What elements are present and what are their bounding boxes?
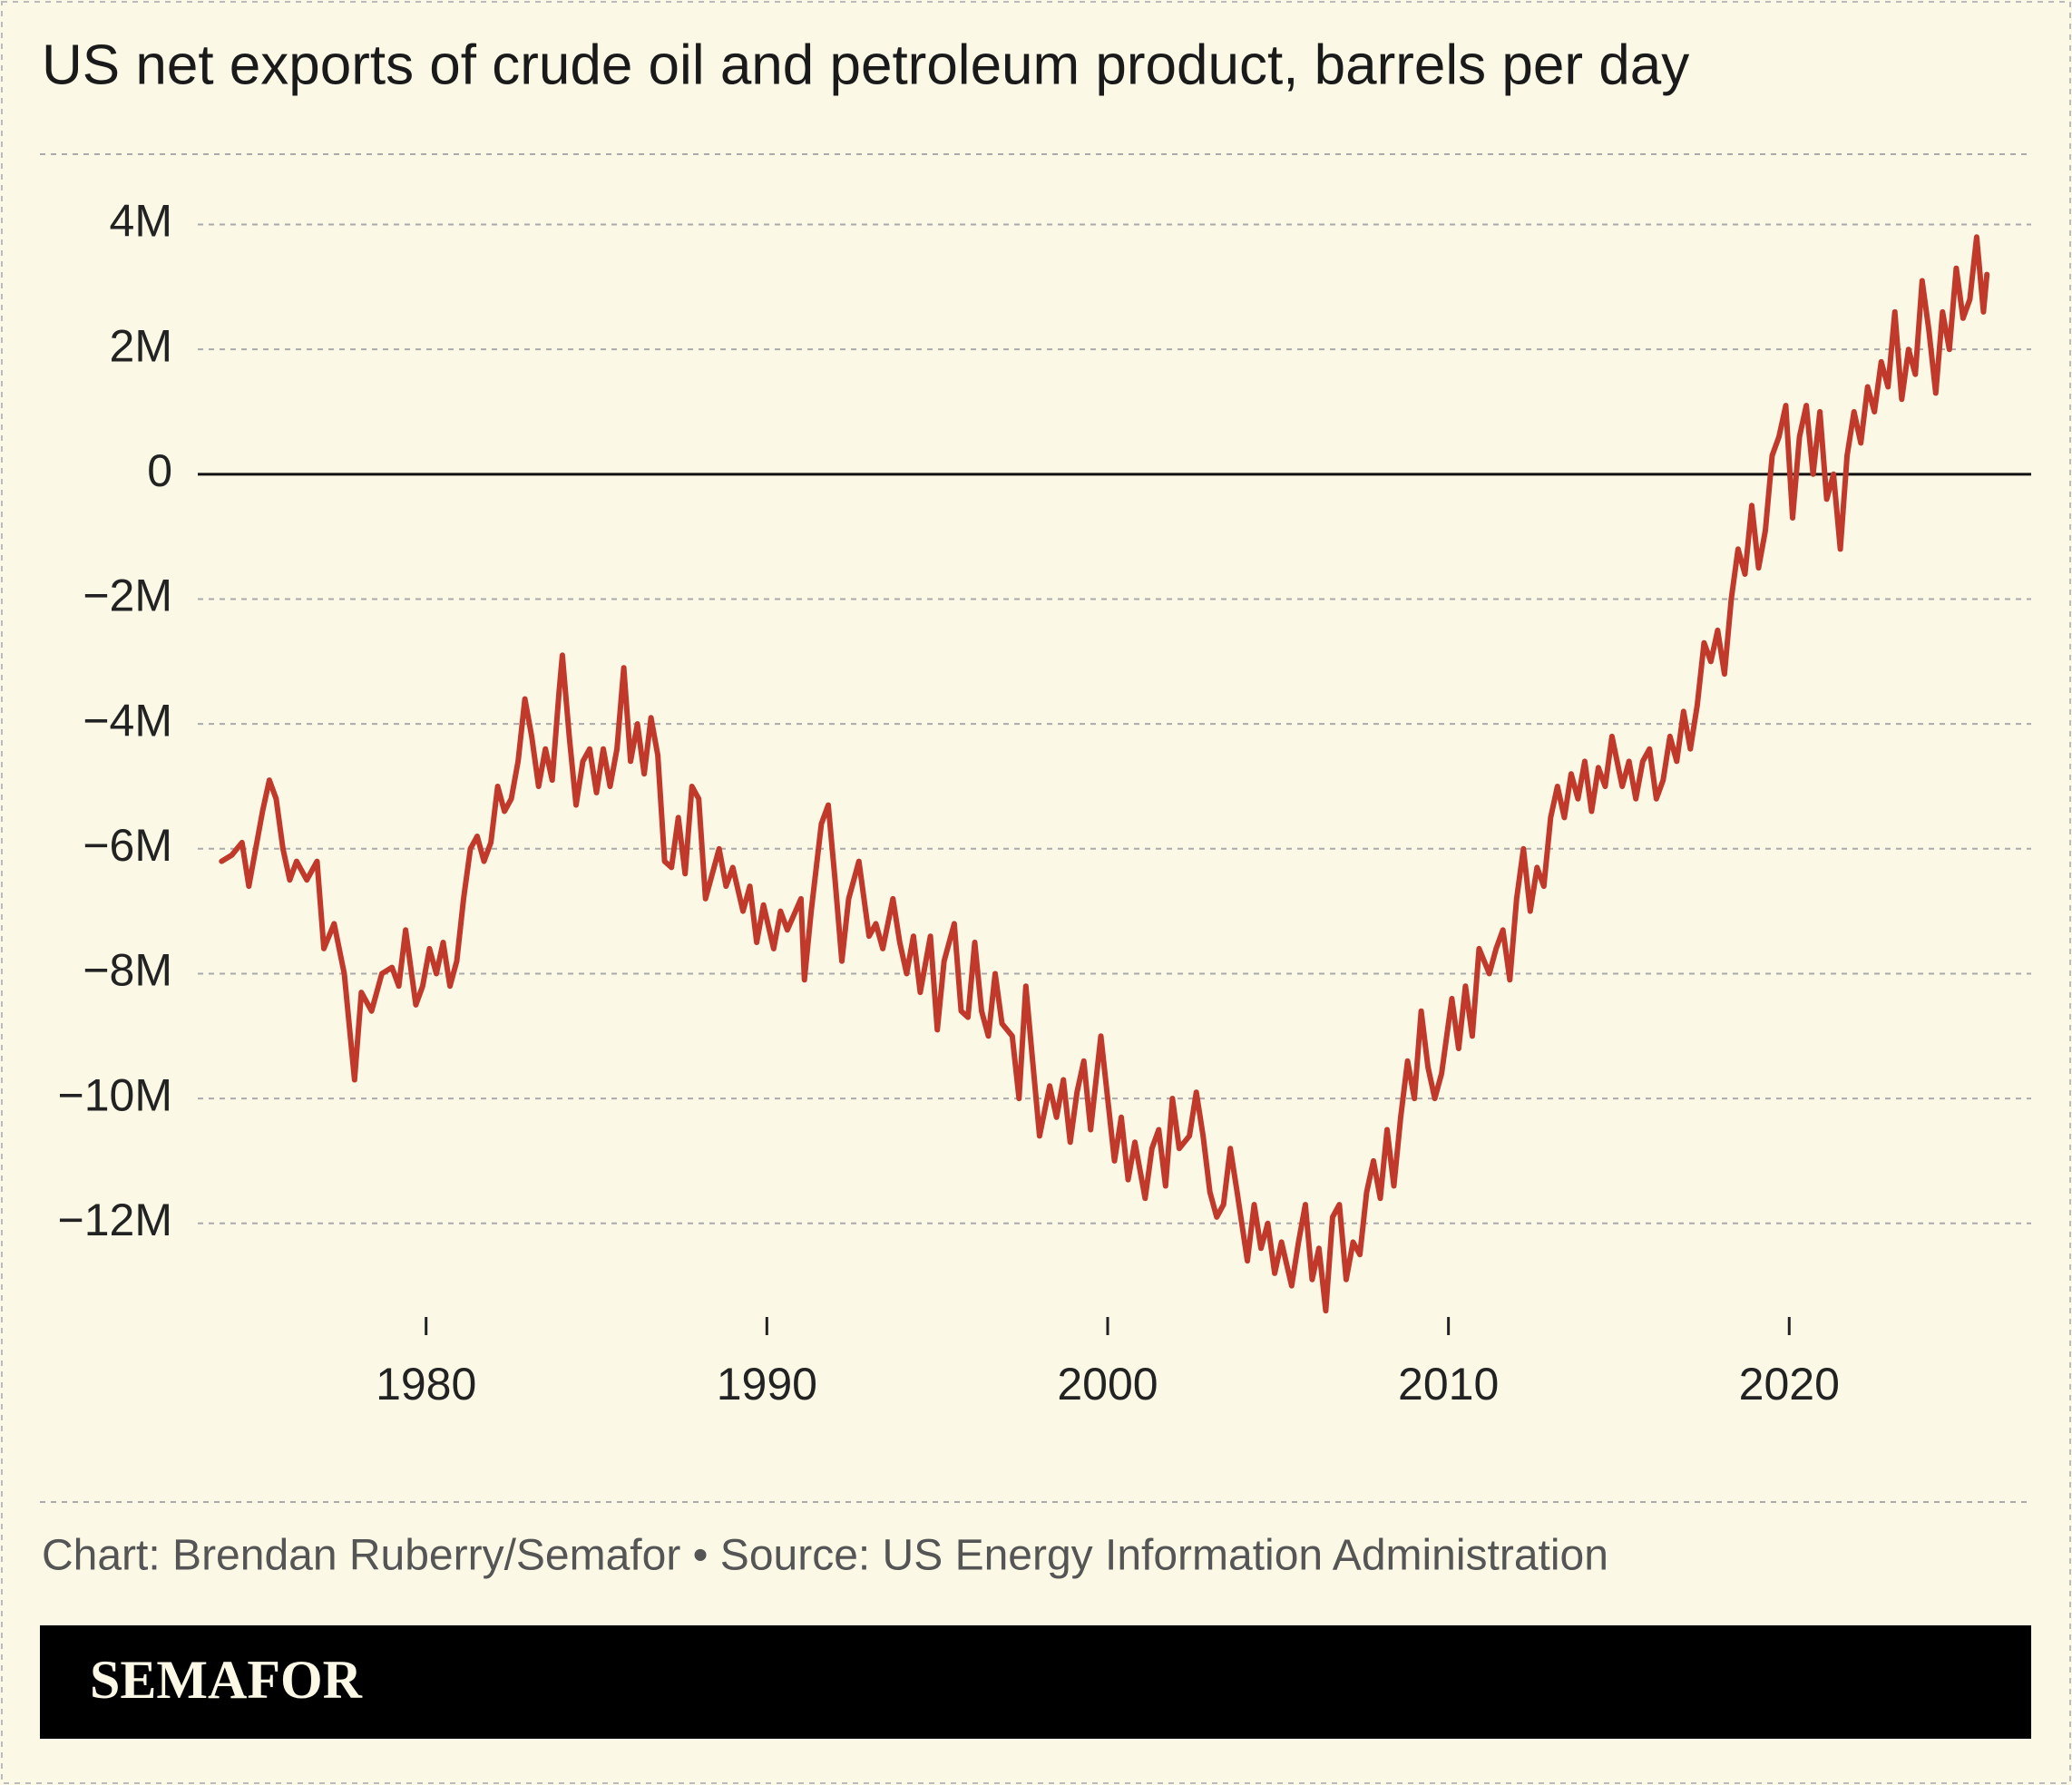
credit: Chart: Brendan Ruberry/Semafor • Source:… [42,1532,1608,1580]
x-tick-label: 2000 [1057,1359,1158,1409]
y-tick-label: 4M [110,196,172,247]
x-tick-label: 2010 [1398,1359,1499,1409]
y-tick-label: −6M [83,820,172,871]
data-line [219,234,1990,1314]
chart-title: US net exports of crude oil and petroleu… [42,34,1689,96]
y-tick-label: −2M [83,571,172,621]
x-tick-label: 1980 [376,1359,476,1409]
brand: SEMAFOR [90,1650,363,1710]
y-tick-label: −12M [58,1195,172,1245]
y-tick-label: −8M [83,945,172,996]
brand-bar [40,1625,2031,1739]
y-tick-label: 2M [110,320,172,371]
x-tick-label: 2020 [1739,1359,1840,1409]
x-tick-label: 1990 [717,1359,817,1409]
y-tick-label: 0 [147,445,172,496]
y-tick-label: −10M [58,1069,172,1120]
y-tick-label: −4M [83,695,172,746]
